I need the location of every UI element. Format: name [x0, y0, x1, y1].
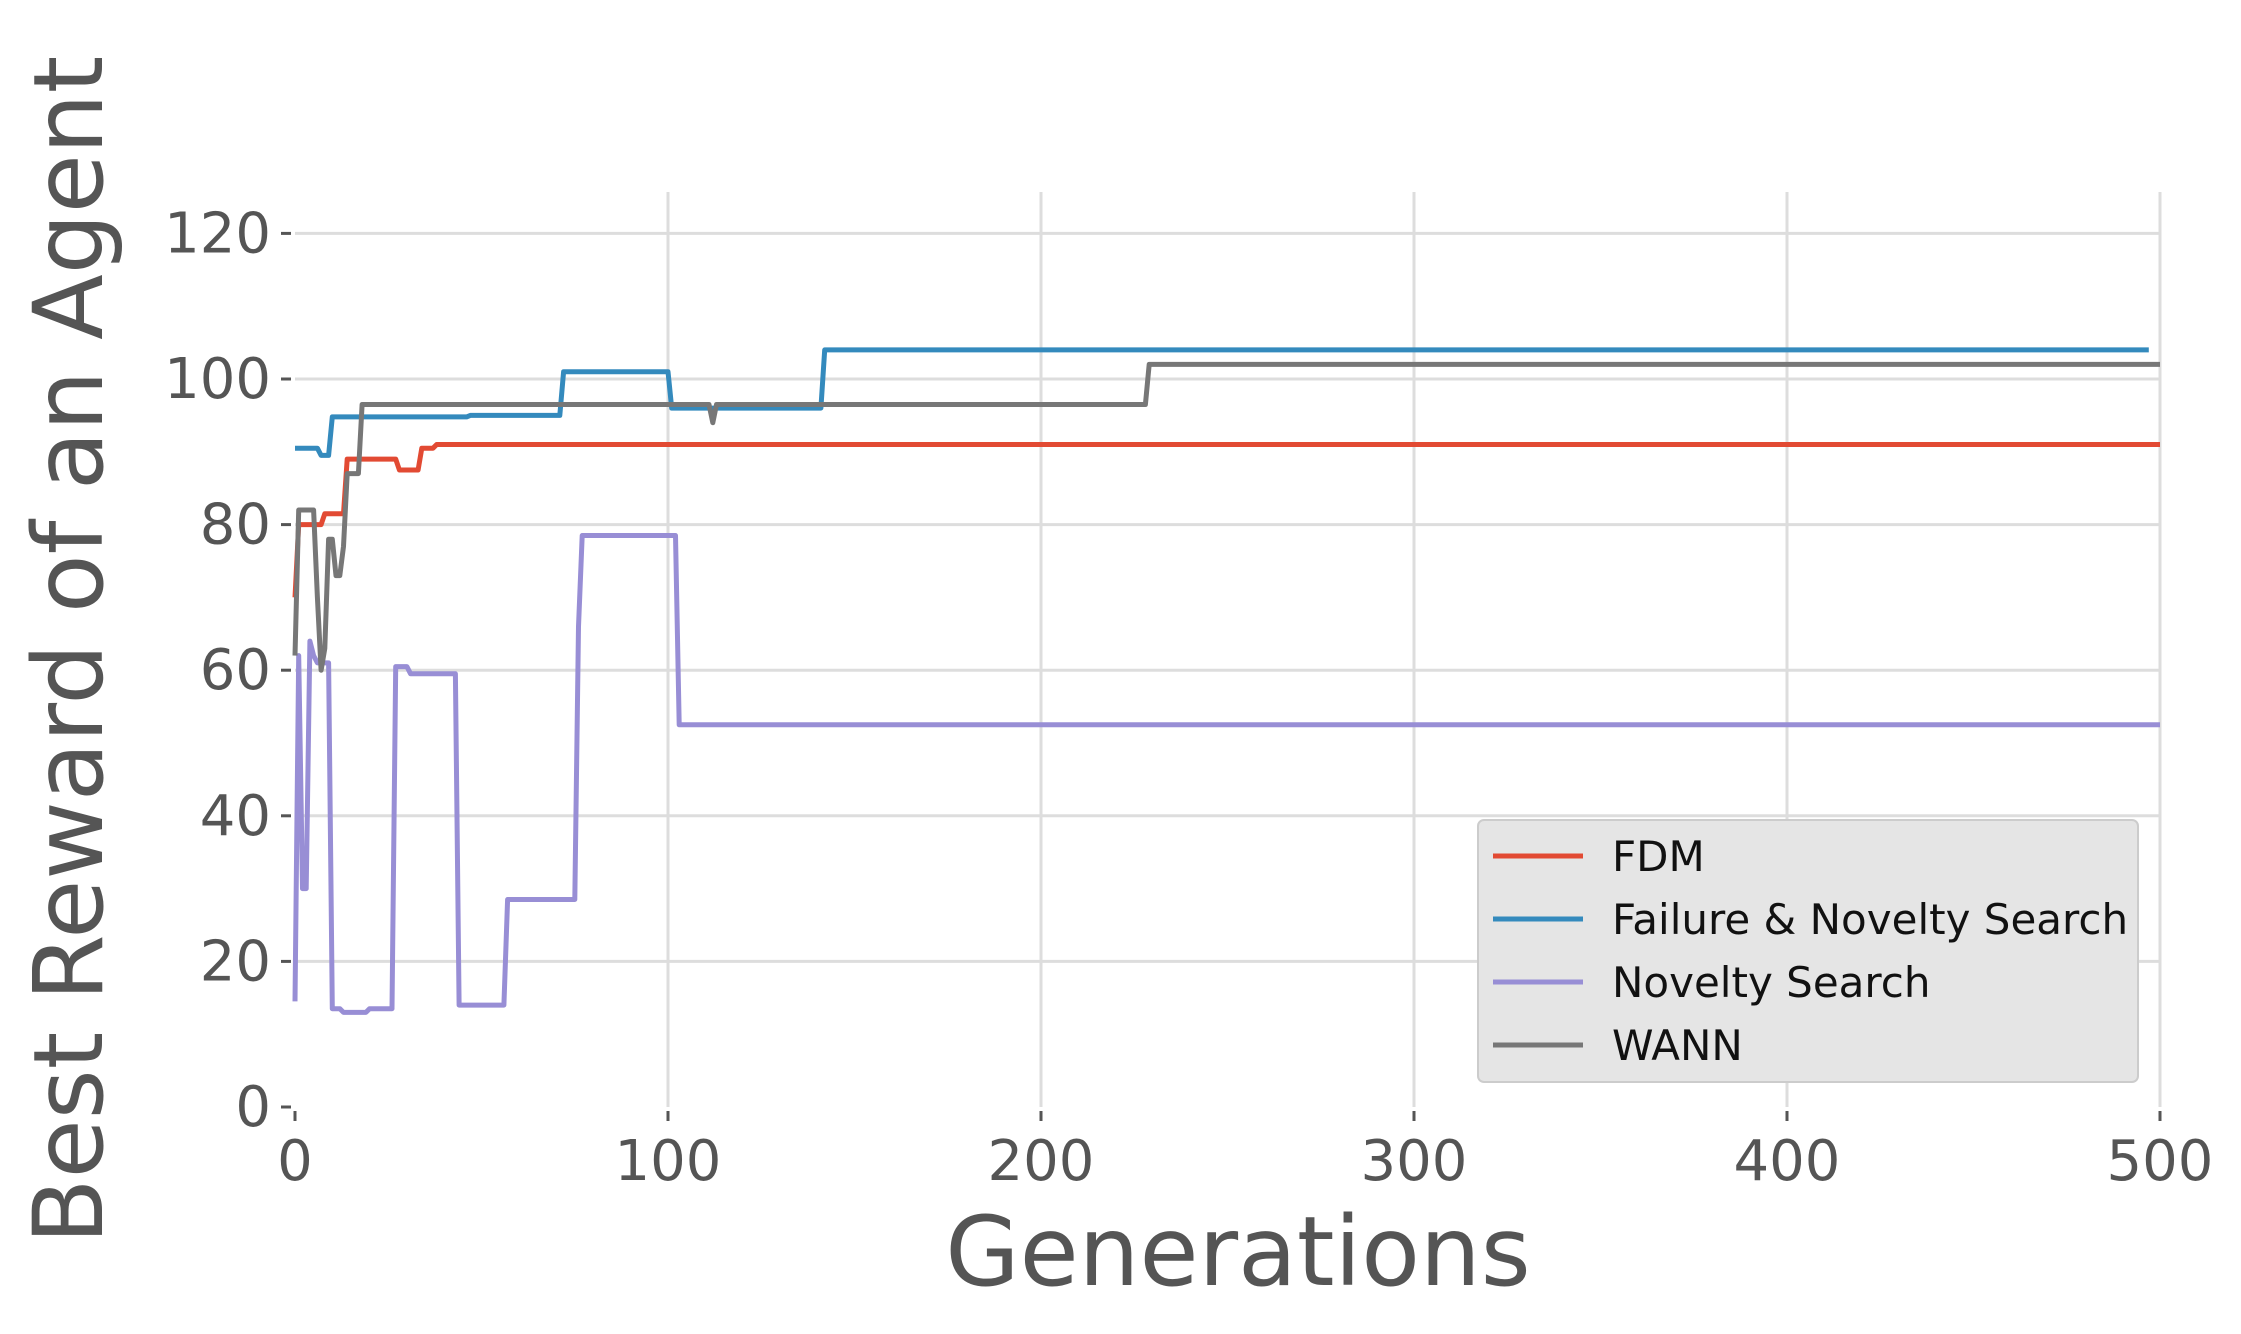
x-tick-label: 300: [1361, 1129, 1468, 1194]
y-tick-label: 80: [200, 493, 271, 558]
series-line-novelty-search: [292, 533, 2160, 1015]
legend-box: [1477, 819, 2139, 1083]
x-tick-label: 400: [1734, 1129, 1841, 1194]
y-tick-label: 120: [164, 201, 271, 266]
x-tick-label: 500: [2107, 1129, 2214, 1194]
y-tick-label: 60: [200, 638, 271, 703]
y-axis-title: Best Reward of an Agent: [13, 56, 125, 1245]
y-tick-label: 40: [200, 784, 271, 849]
legend-label-novelty-search: Novelty Search: [1612, 958, 1930, 1007]
series-line-fdm: [292, 442, 2160, 598]
x-tick-label: 0: [277, 1129, 313, 1194]
x-axis-title: Generations: [945, 1196, 1531, 1308]
legend: FDM Failure & Novelty Search Novelty Searc…: [1477, 819, 2139, 1083]
legend-label-wann: WANN: [1612, 1021, 1743, 1070]
x-tick-label: 200: [988, 1129, 1095, 1194]
legend-label-failure-novelty-search: Failure & Novelty Search: [1612, 895, 2128, 944]
series-line-wann: [292, 361, 2160, 673]
y-tick-label: 20: [200, 929, 271, 994]
y-axis-ticks: 0 20 40 60 80 100 120: [164, 201, 291, 1140]
y-tick-label: 0: [235, 1075, 271, 1140]
x-tick-label: 100: [615, 1129, 722, 1194]
y-tick-label: 100: [164, 347, 271, 412]
series-line-failure-novelty-search: [295, 347, 2149, 458]
x-axis-ticks: 0 100 200 300 400 500: [277, 1111, 2213, 1194]
legend-label-fdm: FDM: [1612, 832, 1705, 881]
series-lines: [292, 347, 2160, 1015]
